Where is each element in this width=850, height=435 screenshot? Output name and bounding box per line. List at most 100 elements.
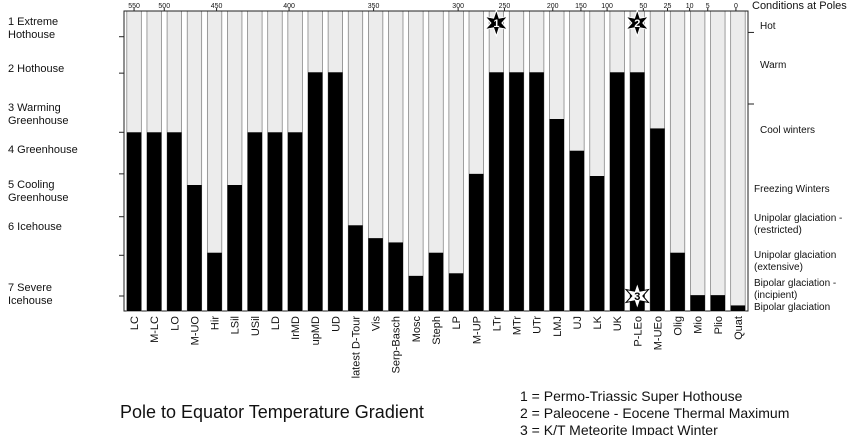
top-axis-tick-label: 100	[601, 3, 613, 10]
event-star-label: 3	[634, 291, 640, 303]
bar-background	[710, 10, 726, 312]
bar	[187, 185, 202, 311]
x-tick-label: M-UP	[471, 316, 483, 344]
x-tick-label: Hir	[210, 316, 222, 330]
x-tick-label: Steph	[431, 316, 443, 345]
event-star-label: 1	[493, 18, 499, 30]
top-axis-tick-label: 250	[499, 3, 511, 10]
x-tick-label: Mio	[693, 316, 705, 334]
bar	[126, 132, 142, 311]
x-tick-label: USil	[250, 316, 262, 336]
bar-background	[408, 10, 424, 312]
x-tick-label: P-LEo	[632, 316, 644, 347]
top-axis-tick-label: 200	[547, 3, 559, 10]
x-tick-label: UK	[612, 315, 624, 331]
x-tick-label: LP	[451, 316, 463, 329]
event-star-marker	[624, 281, 650, 311]
bar	[690, 295, 705, 311]
bar	[448, 273, 464, 311]
top-axis-tick-label: 350	[368, 3, 380, 10]
bar-background	[448, 10, 464, 312]
top-axis-tick-label: 300	[452, 3, 464, 10]
chart-title: Pole to Equator Temperature Gradient	[120, 402, 424, 422]
x-tick-label: M-LC	[149, 316, 161, 343]
x-tick-label: Quat	[733, 316, 745, 340]
bar	[227, 185, 242, 311]
bar	[247, 132, 263, 311]
bar	[670, 252, 685, 311]
x-tick-label: upMD	[310, 316, 322, 345]
event-notes: 1 = Permo-Triassic Super Hothouse 2 = Pa…	[520, 388, 840, 435]
bar	[167, 132, 182, 311]
climate-state-label: 1 Extreme Hothouse	[8, 16, 59, 41]
bar-background	[690, 10, 706, 312]
bar	[730, 305, 746, 311]
x-tick-label: LTr	[491, 316, 503, 332]
x-tick-label: Plio	[713, 316, 725, 334]
top-axis-tick-label: 400	[283, 3, 295, 10]
pole-condition-label: Unipolar glaciation - (restricted)	[754, 213, 843, 236]
bar	[388, 242, 403, 311]
x-tick-label: UD	[330, 316, 342, 332]
x-tick-label: M-UO	[189, 316, 201, 346]
top-axis-tick-label: 150	[575, 3, 587, 10]
x-tick-label: MTr	[512, 316, 524, 335]
event-note: 1 = Permo-Triassic Super Hothouse	[520, 388, 743, 404]
event-star-marker	[624, 8, 650, 38]
x-tick-label: UTr	[532, 316, 544, 334]
pole-condition-label: Bipolar glaciation	[754, 302, 831, 313]
bar	[589, 176, 605, 311]
x-tick-label: LO	[169, 316, 181, 331]
climate-state-label: 2 Hothouse	[8, 63, 65, 75]
x-tick-label: M-UEo	[652, 316, 664, 350]
bar	[146, 132, 162, 311]
bar	[710, 295, 726, 311]
top-axis-tick-label: 10	[686, 3, 694, 10]
event-note: 3 = K/T Meteorite Impact Winter	[520, 422, 718, 435]
climate-state-label: 7 Severe Icehouse	[8, 282, 53, 307]
bar	[328, 72, 343, 312]
bar-background	[730, 10, 746, 312]
bar	[569, 150, 585, 311]
pole-condition-label: Cool winters	[760, 125, 816, 136]
bar	[489, 72, 504, 312]
pole-condition-label: Freezing Winters	[754, 184, 830, 195]
x-tick-label: latest D-Tour	[350, 316, 362, 379]
event-star-marker	[483, 8, 509, 38]
bar	[408, 275, 424, 311]
bar	[609, 72, 625, 312]
x-tick-label: LMJ	[552, 316, 564, 337]
x-tick-label: Mosc	[411, 316, 423, 343]
x-tick-label: LSil	[230, 316, 242, 334]
x-tick-label: LK	[592, 315, 604, 329]
x-tick-label: LC	[129, 316, 141, 330]
bar	[509, 72, 524, 312]
bar	[630, 72, 645, 312]
climate-state-label: 3 Warming Greenhouse	[8, 102, 69, 127]
pole-condition-label: Warm	[760, 60, 787, 71]
x-tick-label: Serp-Basch	[391, 316, 403, 373]
bar	[267, 132, 283, 311]
climate-state-label: 4 Greenhouse	[8, 144, 78, 156]
bar	[428, 252, 444, 311]
top-axis-tick-label: 25	[664, 3, 672, 10]
top-axis-tick-label: 550	[128, 3, 140, 10]
pole-conditions-header: Conditions at Poles	[752, 0, 847, 12]
top-axis-tick-label: 450	[211, 3, 223, 10]
x-tick-label: Olig	[673, 316, 685, 336]
x-tick-label: IrMD	[290, 316, 302, 340]
pole-condition-label: Unipolar glaciation (extensive)	[754, 250, 837, 273]
bar	[307, 72, 323, 312]
x-tick-label: Vis	[371, 316, 383, 332]
bar	[529, 72, 544, 312]
bar	[368, 238, 383, 311]
bar	[469, 173, 484, 311]
climate-state-label: 6 Icehouse	[8, 221, 62, 233]
top-axis-tick-label: 50	[639, 3, 647, 10]
event-note: 2 = Paleocene - Eocene Thermal Maximum	[520, 405, 790, 421]
bar	[287, 132, 303, 311]
bar	[549, 119, 565, 311]
bar	[207, 252, 222, 311]
